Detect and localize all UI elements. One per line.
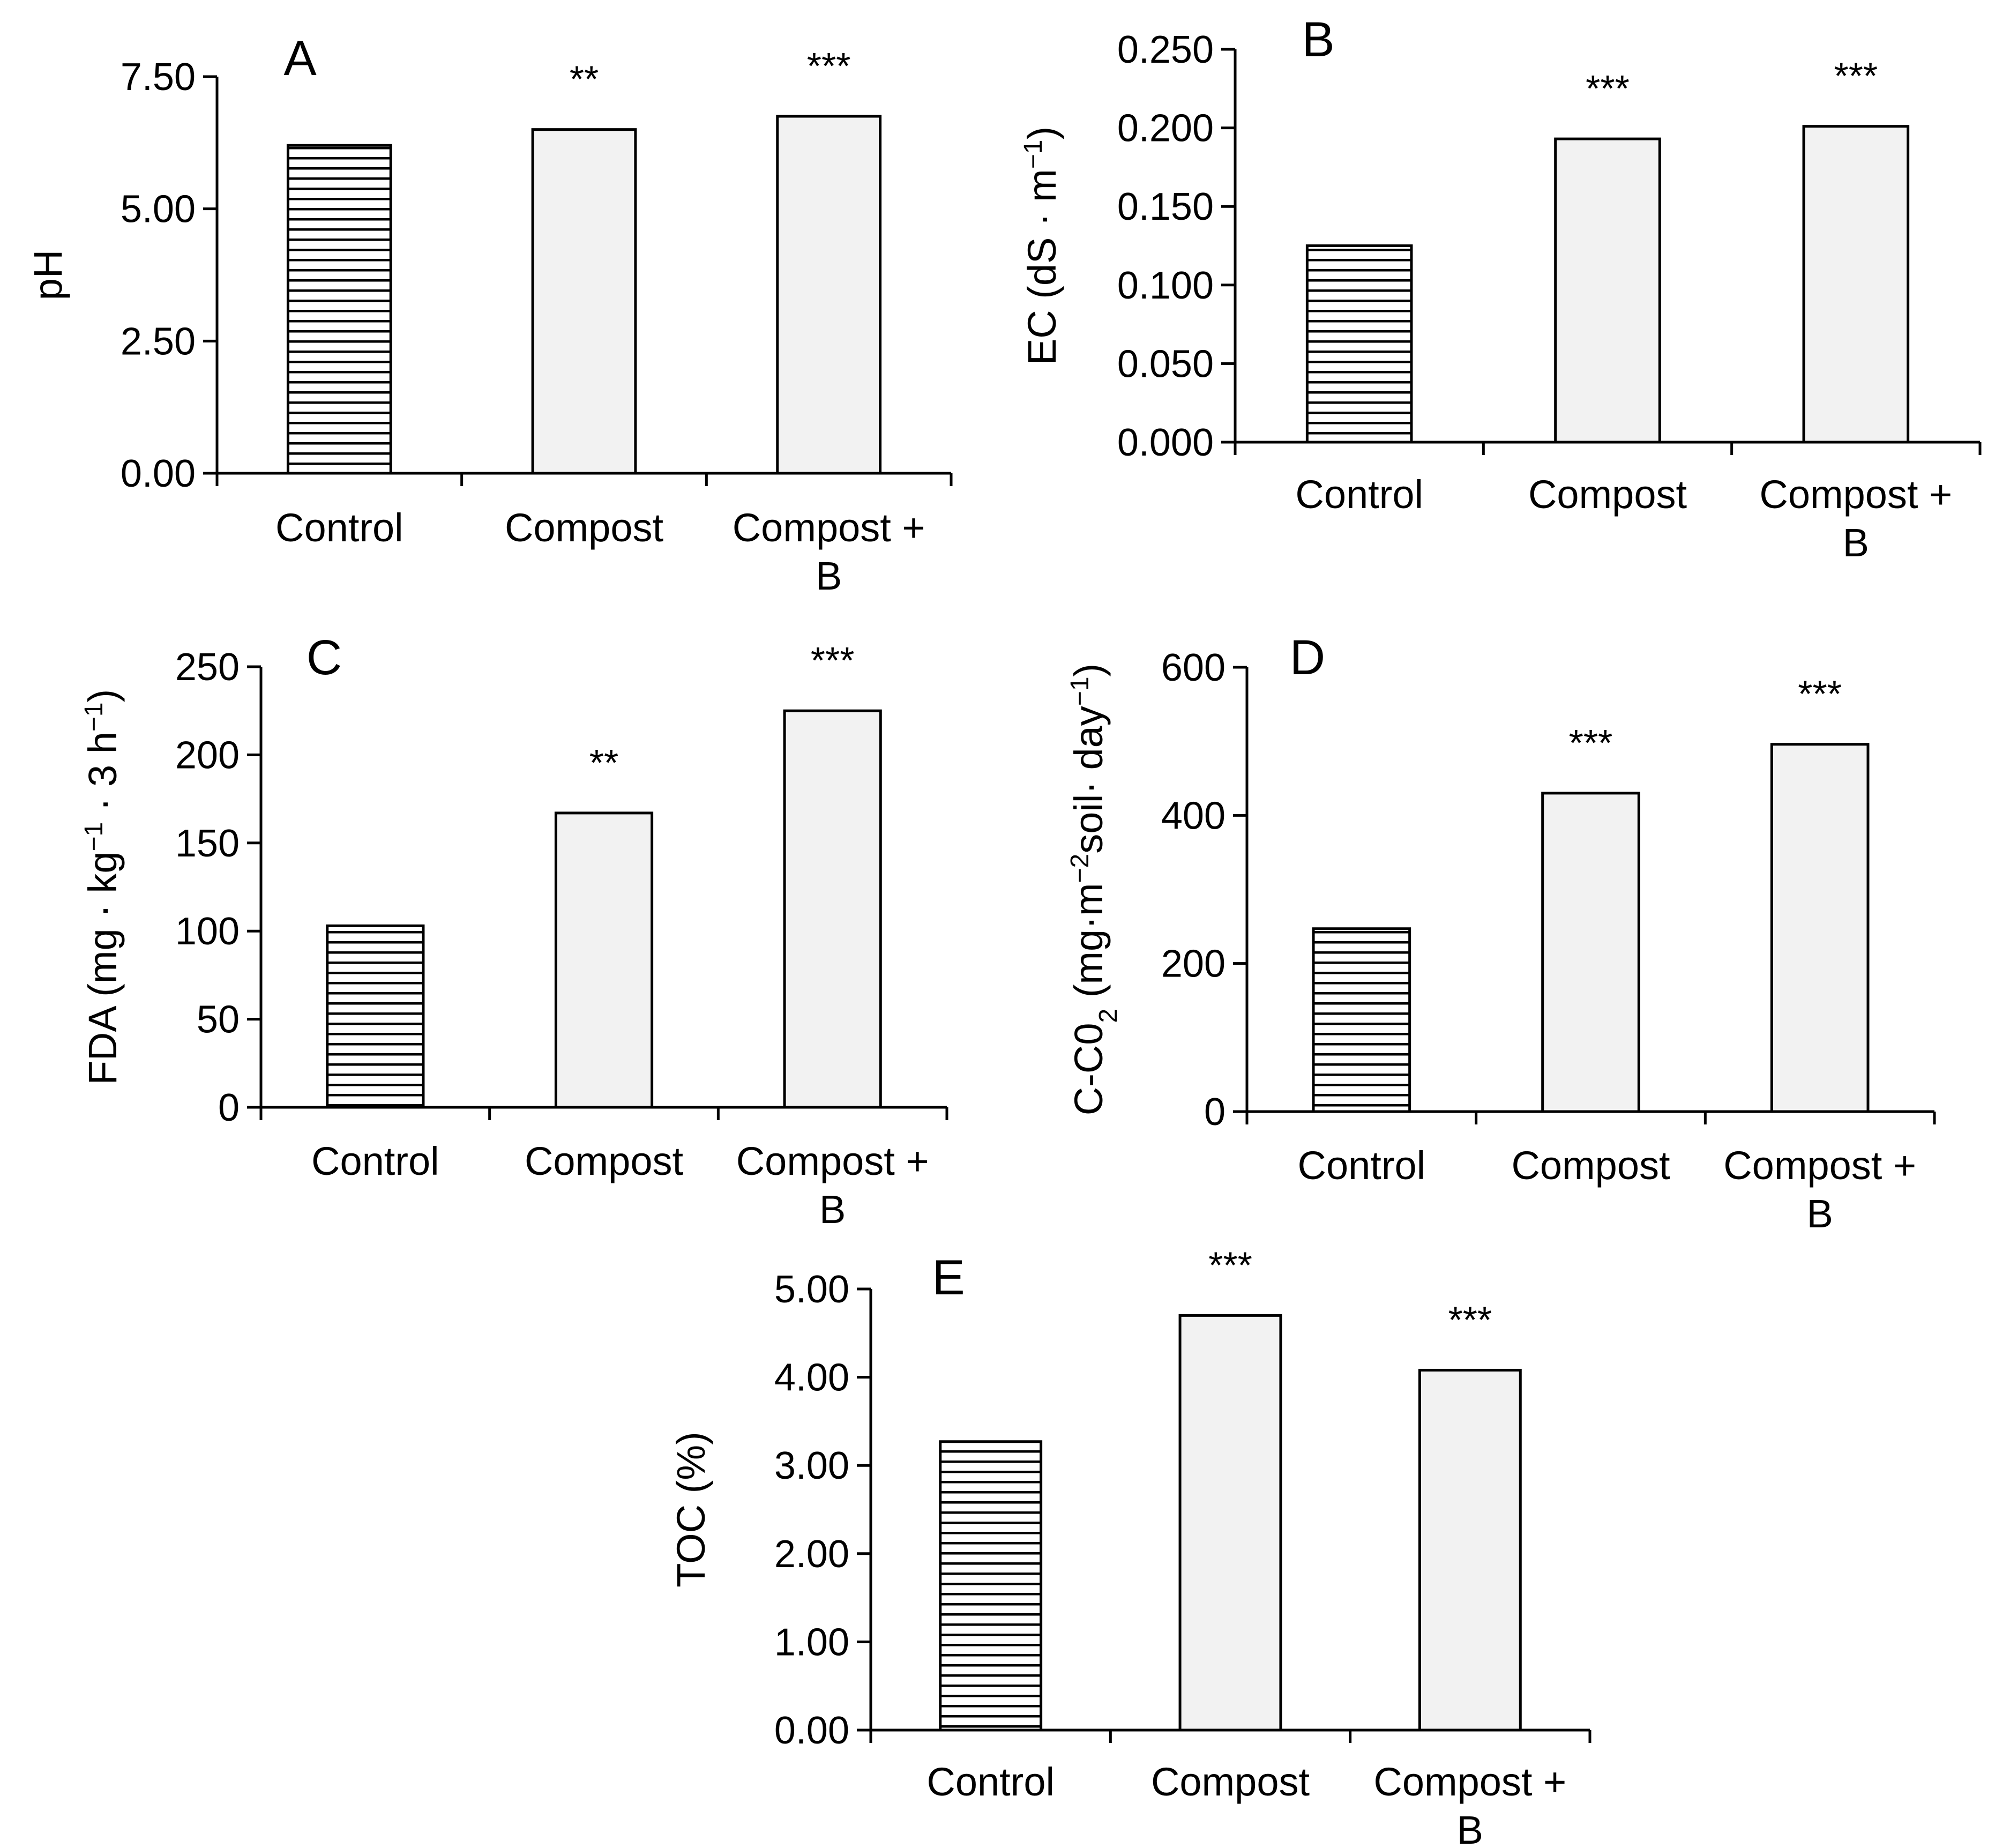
- category-label: Compost + B: [1759, 472, 1952, 565]
- y-tick-label: 2.00: [774, 1533, 849, 1576]
- category-label: Compost + B: [1373, 1760, 1566, 1848]
- category-label: Compost + B: [1723, 1143, 1916, 1236]
- significance-label: ***: [811, 639, 855, 681]
- bar-compost: [531, 128, 637, 475]
- bar-compost: [554, 811, 654, 1109]
- bar-compost: [1554, 137, 1661, 444]
- panel-e: 0.00 1.00 2.00 3.00 4.00 5.00 Control *** Compos…: [669, 1244, 1591, 1848]
- y-axis-title: EC (dS · m−1): [1019, 126, 1065, 365]
- y-tick-label: 400: [1161, 794, 1226, 837]
- y-tick-label: 5.00: [121, 188, 196, 231]
- category-label: Control: [926, 1760, 1055, 1804]
- panel-a: 0.00 2.50 5.00 7.50 Control ** Compost *** Compo…: [26, 31, 953, 598]
- significance-label: ***: [807, 45, 851, 87]
- y-tick-label: 0.00: [121, 452, 196, 495]
- y-tick-label: 0.000: [1117, 421, 1214, 464]
- bar-compost: [1541, 792, 1640, 1113]
- significance-label: ***: [1798, 673, 1842, 715]
- panel-c: 0 50 100 150 200 250 Control ** Compost *** Compos…: [80, 630, 948, 1232]
- category-label: Compost + B: [736, 1139, 929, 1232]
- bar-compost-b: [1770, 743, 1870, 1113]
- y-tick-label: 7.50: [121, 56, 196, 99]
- category-label: Compost: [1528, 472, 1687, 517]
- y-tick-label: 50: [197, 998, 240, 1041]
- y-tick-label: 4.00: [774, 1357, 849, 1399]
- panel-b: 0.000 0.050 0.100 0.150 0.200 0.250 Control ***…: [1019, 12, 1982, 565]
- panel-d: 0 200 400 600 Control *** Compost *** Compost + B…: [1066, 630, 1936, 1236]
- significance-label: ***: [1834, 55, 1878, 97]
- category-label: Control: [1298, 1143, 1426, 1188]
- panel-letter: C: [307, 630, 342, 685]
- significance-label: **: [570, 58, 599, 100]
- category-label: Compost + B: [733, 505, 925, 598]
- bar-control: [286, 144, 392, 475]
- y-tick-label: 100: [175, 910, 240, 953]
- y-axis-title: TOC (%): [669, 1432, 713, 1588]
- y-tick-label: 0.150: [1117, 185, 1214, 228]
- y-tick-label: 0: [1204, 1091, 1226, 1134]
- y-tick-label: 5.00: [774, 1268, 849, 1311]
- bar-compost-b: [783, 709, 882, 1109]
- category-label: Control: [1295, 472, 1423, 517]
- significance-label: ***: [1569, 722, 1613, 764]
- y-axis-title: FDA (mg · kg−1 · 3 h−1): [80, 689, 125, 1085]
- bar-compost-b: [1802, 125, 1910, 444]
- category-label: Compost: [1151, 1760, 1310, 1804]
- bar-control: [326, 924, 425, 1109]
- bar-control: [1305, 244, 1413, 444]
- significance-label: ***: [1208, 1244, 1252, 1286]
- bar-compost: [1178, 1314, 1282, 1732]
- category-label: Control: [275, 505, 404, 550]
- significance-label: ***: [1448, 1299, 1492, 1340]
- category-label: Compost: [525, 1139, 684, 1183]
- y-tick-label: 600: [1161, 646, 1226, 689]
- y-tick-label: 250: [175, 646, 240, 689]
- y-tick-label: 0.250: [1117, 28, 1214, 71]
- y-tick-label: 0.00: [774, 1709, 849, 1752]
- y-tick-label: 1.00: [774, 1621, 849, 1664]
- y-tick-label: 0.050: [1117, 342, 1214, 385]
- significance-label: **: [589, 742, 618, 784]
- significance-label: ***: [1586, 68, 1630, 109]
- bar-control: [939, 1440, 1043, 1732]
- y-axis-title: C-C02 (mg·m−2soil· day−1): [1066, 664, 1123, 1115]
- category-label: Compost: [1511, 1143, 1670, 1188]
- y-tick-label: 0: [218, 1086, 240, 1129]
- y-tick-label: 0.100: [1117, 264, 1214, 307]
- panel-letter: B: [1302, 12, 1334, 67]
- y-tick-label: 2.50: [121, 320, 196, 363]
- category-label: Control: [311, 1139, 439, 1183]
- category-label: Compost: [505, 505, 664, 550]
- panel-letter: D: [1290, 630, 1325, 685]
- y-tick-label: 150: [175, 822, 240, 865]
- bar-compost-b: [1418, 1368, 1522, 1732]
- y-tick-label: 0.200: [1117, 107, 1214, 150]
- y-tick-label: 3.00: [774, 1444, 849, 1487]
- y-tick-label: 200: [175, 734, 240, 777]
- bar-control: [1312, 927, 1411, 1113]
- bar-compost-b: [776, 115, 882, 475]
- y-tick-label: 200: [1161, 943, 1226, 986]
- panel-letter: E: [932, 1250, 965, 1305]
- panel-letter: A: [283, 31, 317, 86]
- y-axis-title: pH: [26, 250, 70, 301]
